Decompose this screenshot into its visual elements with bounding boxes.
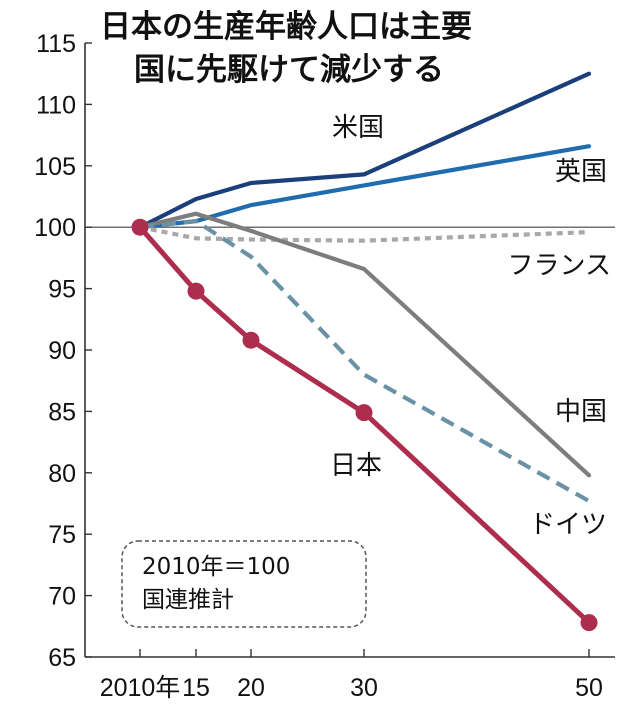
data-point-marker — [355, 404, 373, 422]
chart-title-line-2: 国に先駆けて減少する — [134, 52, 444, 88]
x-tick-label: 15 — [182, 674, 210, 702]
y-tick-label: 105 — [34, 153, 76, 181]
chart-title-line-1: 日本の生産年齢人口は主要 — [100, 9, 472, 45]
x-tick-label: 30 — [350, 674, 378, 702]
y-tick-label: 110 — [36, 91, 76, 119]
series-line-0 — [137, 71, 592, 230]
y-tick-label: 100 — [34, 214, 76, 242]
series-line-3 — [137, 211, 592, 478]
x-tick-label: 2010年 — [100, 674, 181, 702]
y-tick-label: 95 — [48, 276, 76, 304]
x-tick-label: 20 — [237, 674, 265, 702]
series-line-1 — [137, 144, 592, 230]
series-label: フランス — [508, 251, 611, 281]
y-tick-label: 85 — [48, 398, 76, 426]
series-line-2 — [139, 225, 590, 243]
y-tick-label: 75 — [48, 521, 76, 549]
series-label: 中国 — [555, 397, 607, 427]
note-source: 国連推計 — [142, 587, 234, 613]
x-tick-label: 50 — [575, 674, 603, 702]
y-tick-label: 80 — [48, 460, 76, 488]
series-label: ドイツ — [529, 510, 607, 540]
y-tick-label: 65 — [48, 644, 76, 672]
note-base-year: 2010年＝100 — [142, 554, 290, 580]
series-label: 日本 — [330, 451, 382, 481]
note-box-border — [121, 540, 367, 628]
series-lines — [131, 71, 598, 632]
series-line-4 — [139, 219, 591, 503]
data-point-marker — [131, 218, 149, 236]
data-point-marker — [580, 614, 598, 632]
axes: 65 70 75 80 85 90 95 100 105 110 115 2010年 15 20 30 50 — [34, 30, 615, 702]
y-tick-label: 115 — [36, 30, 76, 58]
series-label: 米国 — [332, 113, 384, 143]
note-box: 2010年＝100 国連推計 — [121, 540, 367, 628]
y-tick-label: 90 — [48, 337, 76, 365]
series-label: 英国 — [555, 157, 607, 187]
chart-title: 日本の生産年齢人口は主要 国に先駆けて減少する — [100, 9, 472, 88]
data-point-marker — [187, 282, 205, 300]
y-tick-label: 70 — [48, 583, 76, 611]
data-point-marker — [242, 331, 260, 349]
